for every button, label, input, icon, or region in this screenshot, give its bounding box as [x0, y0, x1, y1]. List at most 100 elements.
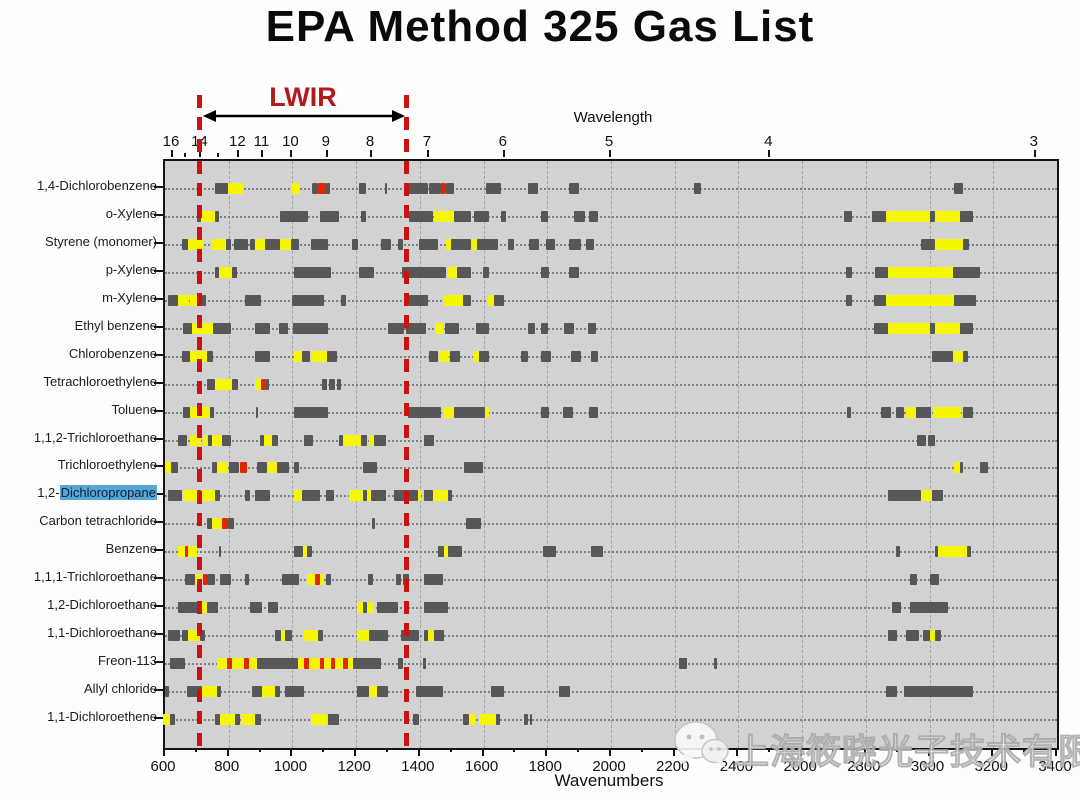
- band-segment: [397, 658, 403, 670]
- band-segment: [220, 713, 236, 725]
- gas-row-tick: [154, 297, 163, 300]
- band-segment: [181, 630, 188, 642]
- band-segment: [257, 462, 267, 474]
- x-tick: [800, 748, 803, 756]
- band-segment: [170, 658, 186, 670]
- x-tick-label: 1600: [464, 758, 499, 775]
- band-segment: [165, 462, 172, 474]
- band-segment: [934, 630, 942, 642]
- band-segment: [397, 238, 403, 250]
- band-segment: [574, 210, 585, 222]
- band-segment: [457, 266, 471, 278]
- wavelength-tick: [502, 150, 505, 157]
- band-segment: [207, 602, 219, 614]
- band-segment: [185, 546, 189, 558]
- band-segment: [352, 238, 358, 250]
- wavelength-tick: [261, 150, 264, 157]
- x-minor-tick: [258, 748, 261, 752]
- gas-label: 1,4-Dichlorobenzene: [37, 178, 157, 193]
- band-segment: [937, 546, 968, 558]
- band-segment: [962, 238, 970, 250]
- gas-label: Allyl chloride: [84, 681, 157, 697]
- band-segment: [257, 658, 298, 670]
- band-segment: [220, 574, 231, 586]
- band-segment: [255, 322, 271, 334]
- band-segment: [362, 490, 367, 502]
- band-segment: [934, 322, 960, 334]
- band-segment: [438, 546, 445, 558]
- band-segment: [290, 238, 299, 250]
- band-segment: [524, 713, 529, 725]
- row-baseline: [165, 355, 1057, 358]
- x-tick: [736, 748, 739, 756]
- band-segment: [358, 266, 374, 278]
- band-segment: [472, 350, 480, 362]
- band-segment: [357, 686, 369, 698]
- x-tick: [672, 748, 675, 756]
- wavelength-tick-label: 5: [604, 133, 614, 150]
- gas-row-tick: [154, 521, 163, 524]
- band-segment: [245, 490, 251, 502]
- band-segment: [252, 686, 263, 698]
- band-segment: [450, 350, 460, 362]
- band-segment: [310, 713, 328, 725]
- x-gridline: [865, 161, 868, 748]
- band-segment: [486, 183, 502, 194]
- band-segment: [319, 658, 325, 670]
- band-segment: [589, 406, 599, 418]
- x-tick-label: 2400: [719, 758, 754, 775]
- band-segment: [447, 546, 463, 558]
- band-segment: [464, 462, 483, 474]
- band-segment: [201, 490, 215, 502]
- x-gridline: [802, 161, 804, 748]
- band-segment: [569, 238, 582, 250]
- wavelength-tick: [325, 150, 328, 157]
- band-segment: [262, 686, 276, 698]
- band-segment: [569, 266, 580, 278]
- band-segment: [384, 183, 387, 194]
- band-segment: [198, 602, 208, 614]
- band-segment: [231, 658, 244, 670]
- band-segment: [266, 462, 278, 474]
- gas-label: Ethyl benzene: [74, 317, 157, 333]
- gas-label: 1,1-Dichloroethane: [47, 625, 157, 641]
- band-segment: [910, 602, 948, 614]
- band-segment: [189, 434, 202, 446]
- band-segment: [845, 294, 853, 306]
- wavelength-tick-label: 8: [365, 133, 375, 150]
- band-segment: [322, 378, 328, 390]
- band-segment: [265, 238, 281, 250]
- band-segment: [188, 546, 197, 558]
- band-segment: [962, 350, 968, 362]
- band-segment: [200, 630, 206, 642]
- band-segment: [402, 266, 446, 278]
- band-segment: [954, 183, 964, 194]
- band-segment: [327, 350, 338, 362]
- band-segment: [905, 630, 920, 642]
- band-segment: [540, 406, 550, 418]
- row-baseline: [165, 663, 1057, 666]
- band-segment: [423, 434, 435, 446]
- band-segment: [348, 490, 363, 502]
- gas-label: 1,2-Dichloropropane: [0, 485, 157, 501]
- band-segment: [325, 183, 331, 194]
- row-baseline: [165, 495, 1057, 498]
- plot-area: [163, 159, 1059, 750]
- band-segment: [400, 630, 419, 642]
- gas-row-tick: [154, 577, 163, 580]
- gas-label-highlight: Dichloropropane: [59, 485, 157, 501]
- x-gridline: [356, 161, 358, 748]
- band-segment: [371, 490, 386, 502]
- band-segment: [507, 238, 515, 250]
- band-segment: [227, 658, 232, 670]
- band-segment: [979, 462, 988, 474]
- band-segment: [571, 350, 582, 362]
- gas-label: p-Xylene: [105, 261, 157, 277]
- band-segment: [215, 378, 233, 390]
- band-segment: [469, 713, 475, 725]
- band-segment: [368, 630, 388, 642]
- band-segment: [219, 266, 233, 278]
- band-segment: [293, 322, 329, 334]
- band-segment: [872, 210, 886, 222]
- band-segment: [200, 210, 215, 222]
